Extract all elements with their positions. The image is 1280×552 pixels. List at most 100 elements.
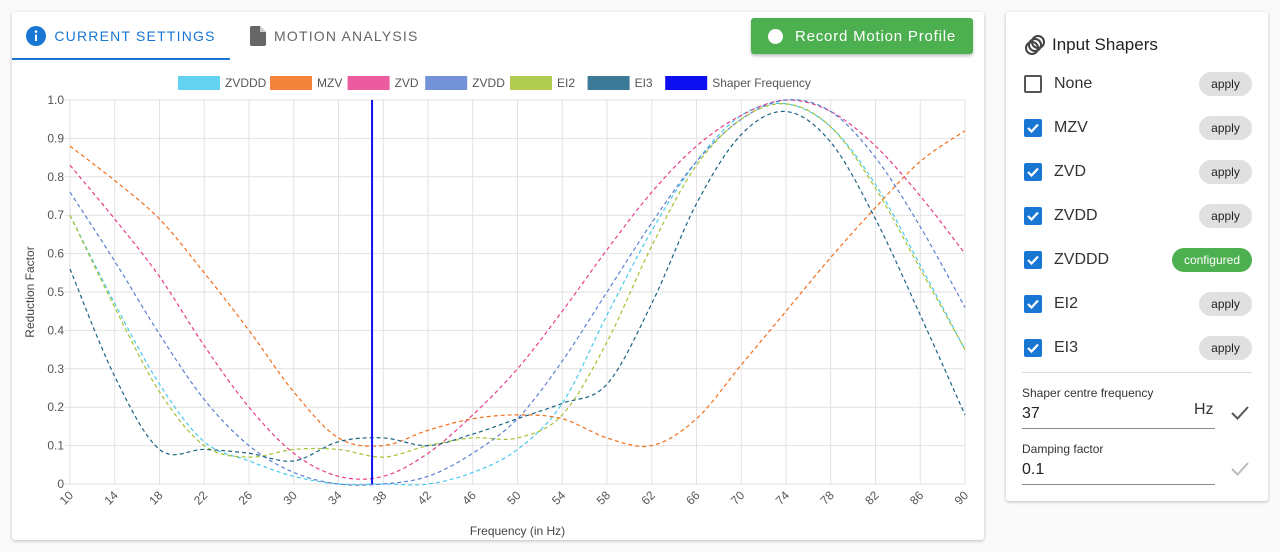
checkmark-icon — [1027, 211, 1039, 222]
ei3-checkbox[interactable] — [1024, 339, 1042, 357]
y-tick-label: 0.5 — [47, 285, 64, 299]
configured-badge: configured — [1171, 248, 1252, 272]
checkmark-icon — [1027, 255, 1039, 266]
shaper-row-zvdd: ZVDD apply — [1024, 200, 1252, 232]
legend-label: MZV — [317, 76, 342, 90]
checkmark-icon — [1027, 343, 1039, 354]
info-icon — [26, 26, 47, 46]
shaper-label: EI2 — [1054, 295, 1079, 312]
x-tick-label: 46 — [460, 488, 480, 508]
x-tick-label: 34 — [325, 488, 345, 508]
y-tick-label: 0.8 — [47, 170, 64, 184]
shaper-label: ZVDDD — [1054, 251, 1110, 268]
legend-label: EI2 — [557, 76, 575, 90]
shaper-label: ZVDD — [1054, 207, 1098, 224]
frequency-field-label: Shaper centre frequency — [1022, 386, 1154, 400]
x-tick-label: 26 — [236, 488, 256, 508]
x-tick-label: 18 — [146, 488, 166, 508]
series-line-zvdd — [69, 99, 966, 486]
frequency-unit: Hz — [1194, 401, 1214, 418]
reduction-factor-chart: 00.10.20.30.40.50.60.70.80.91.010 14 18 22 2… — [23, 76, 972, 538]
input-shapers-heading: Input Shapers — [1024, 34, 1158, 56]
main-panel: Current Settings Motion Analysis Record … — [12, 12, 984, 540]
shaper-row-none: None apply — [1024, 68, 1252, 100]
x-axis-label: Frequency (in Hz) — [470, 524, 565, 538]
legend-label: EI3 — [635, 76, 653, 90]
checkmark-icon — [1027, 299, 1039, 310]
shaper-row-zvddd: ZVDDD configured — [1024, 244, 1252, 276]
shaper-frequency-input[interactable]: 37 — [1022, 405, 1215, 429]
x-tick-label: 62 — [639, 488, 659, 508]
legend-swatch-zvdd — [425, 76, 468, 90]
apply-button[interactable]: apply — [1199, 204, 1252, 228]
x-tick-label: 78 — [818, 488, 838, 508]
divider — [1022, 372, 1252, 373]
zvd-checkbox[interactable] — [1024, 163, 1042, 181]
legend-label: ZVDDD — [225, 76, 267, 90]
x-tick-label: 58 — [594, 488, 614, 508]
tab-current-settings-label: Current Settings — [54, 28, 216, 44]
document-icon — [250, 26, 266, 46]
y-tick-label: 0.6 — [47, 247, 64, 261]
y-tick-label: 0 — [57, 477, 64, 491]
checkmark-icon — [1027, 123, 1039, 134]
series-line-ei3 — [69, 110, 966, 462]
tab-motion-analysis[interactable]: Motion Analysis — [246, 12, 423, 60]
legend-label: Shaper Frequency — [712, 76, 811, 90]
checkmark-icon — [1027, 167, 1039, 178]
x-tick-label: 90 — [952, 488, 972, 508]
shaper-label: MZV — [1054, 119, 1088, 136]
y-tick-label: 0.4 — [47, 323, 64, 337]
legend-swatch-zvddd — [178, 76, 220, 90]
tab-motion-analysis-label: Motion Analysis — [274, 28, 419, 44]
zvddd-checkbox[interactable] — [1024, 251, 1042, 269]
damping-factor-input[interactable]: 0.1 — [1022, 461, 1215, 485]
confirm-frequency-check-icon[interactable] — [1230, 403, 1250, 423]
zvdd-checkbox[interactable] — [1024, 207, 1042, 225]
record-motion-profile-button[interactable]: Record Motion Profile — [751, 18, 973, 54]
confirm-damping-check-icon[interactable] — [1230, 459, 1250, 479]
shaper-row-ei3: EI3 apply — [1024, 332, 1252, 364]
x-tick-label: 70 — [728, 488, 748, 508]
none-checkbox[interactable] — [1024, 75, 1042, 93]
x-tick-label: 30 — [281, 488, 301, 508]
x-tick-label: 42 — [415, 488, 435, 508]
apply-button[interactable]: apply — [1199, 292, 1252, 316]
mzv-checkbox[interactable] — [1024, 119, 1042, 137]
x-tick-label: 22 — [191, 488, 211, 508]
y-tick-label: 0.3 — [47, 362, 64, 376]
shaper-row-zvd: ZVD apply — [1024, 156, 1252, 188]
shaper-row-ei2: EI2 apply — [1024, 288, 1252, 320]
x-tick-label: 74 — [773, 488, 793, 508]
apply-button[interactable]: apply — [1199, 116, 1252, 140]
apply-button[interactable]: apply — [1199, 160, 1252, 184]
shaper-row-mzv: MZV apply — [1024, 112, 1252, 144]
series-line-ei2 — [69, 103, 966, 458]
x-tick-label: 50 — [504, 488, 524, 508]
shaper-label: EI3 — [1054, 339, 1079, 356]
y-axis-label: Reduction Factor — [23, 246, 37, 337]
shaper-label: None — [1054, 75, 1093, 92]
y-tick-label: 0.9 — [47, 131, 64, 145]
series-line-zvddd — [69, 102, 966, 486]
apply-button[interactable]: apply — [1199, 72, 1252, 96]
legend-swatch-shaper-frequency — [665, 76, 708, 90]
y-tick-label: 0.2 — [47, 400, 64, 414]
x-tick-label: 14 — [102, 488, 122, 508]
damping-field-label: Damping factor — [1022, 442, 1104, 456]
tab-current-settings[interactable]: Current Settings — [12, 12, 230, 60]
y-tick-label: 1.0 — [47, 93, 64, 107]
input-shapers-panel: Input Shapers None apply MZV apply ZVD apply Z… — [1006, 12, 1268, 501]
legend-swatch-ei3 — [587, 76, 630, 90]
record-icon — [767, 28, 783, 44]
shaper-label: ZVD — [1054, 163, 1086, 180]
layers-icon — [1025, 35, 1045, 55]
x-tick-label: 38 — [370, 488, 390, 508]
apply-button[interactable]: apply — [1199, 336, 1252, 360]
y-tick-label: 0.7 — [47, 208, 64, 222]
x-tick-label: 54 — [549, 488, 569, 508]
legend-label: ZVD — [395, 76, 419, 90]
ei2-checkbox[interactable] — [1024, 295, 1042, 313]
legend-swatch-zvd — [347, 76, 390, 90]
x-tick-label: 86 — [907, 488, 927, 508]
